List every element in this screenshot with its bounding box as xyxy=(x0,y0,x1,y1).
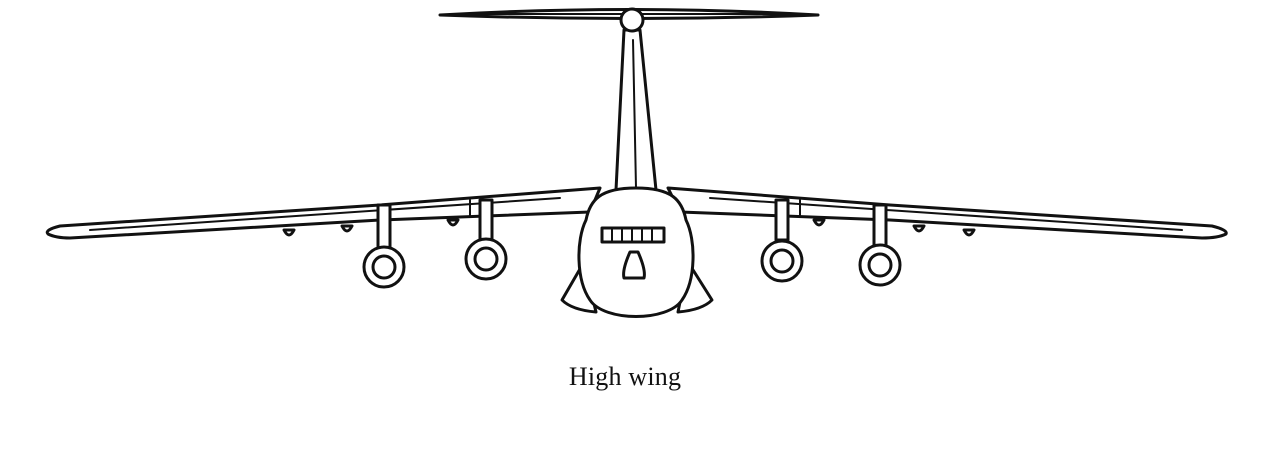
engine-outer-left xyxy=(362,245,406,289)
nose-radome xyxy=(622,250,646,280)
vertical-fin xyxy=(614,28,658,192)
engine-outer-right xyxy=(858,243,902,287)
left-wing xyxy=(45,186,602,240)
cockpit-windows xyxy=(600,226,666,244)
engine-inner-right xyxy=(760,239,804,283)
wing-fairings xyxy=(282,218,976,237)
engine-inner-left xyxy=(464,237,508,281)
tail-hub xyxy=(619,7,645,33)
figure-caption: High wing xyxy=(568,362,682,391)
right-wing xyxy=(666,186,1228,240)
